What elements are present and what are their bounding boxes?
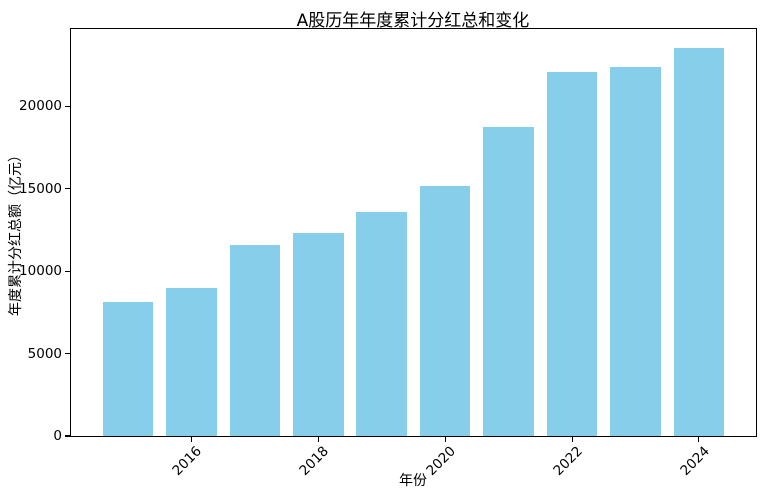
x-tick-mark-2018 — [317, 437, 319, 442]
y-tick-mark-5000 — [65, 353, 70, 355]
y-tick-label-20000: 20000 — [19, 98, 62, 115]
x-tick-label-2022: 2022 — [550, 443, 586, 479]
bar-2021 — [483, 127, 534, 436]
y-axis-label: 年度累计分红总额（亿元） — [8, 148, 24, 316]
x-tick-label-2024: 2024 — [676, 443, 713, 479]
x-tick-label-2018: 2018 — [296, 443, 333, 479]
bar-2023 — [610, 66, 661, 436]
x-tick-mark-2020 — [444, 437, 446, 442]
y-tick-mark-15000 — [65, 188, 70, 190]
x-axis-label: 年份 — [399, 473, 427, 489]
y-tick-mark-10000 — [65, 270, 70, 272]
plot-area — [70, 28, 757, 437]
bar-2018 — [293, 232, 344, 436]
y-tick-mark-0 — [65, 435, 70, 437]
x-tick-label-2016: 2016 — [169, 443, 206, 479]
y-tick-mark-20000 — [65, 105, 70, 107]
bar-2019 — [356, 212, 408, 436]
x-tick-mark-2022 — [571, 437, 573, 442]
x-tick-label-2020: 2020 — [423, 443, 459, 479]
chart-title: A股历年年度累计分红总和变化 — [296, 11, 530, 31]
y-tick-label-10000: 10000 — [19, 263, 62, 280]
bar-2015 — [102, 302, 154, 436]
bar-2020 — [419, 186, 471, 436]
bar-2016 — [166, 287, 217, 436]
y-tick-label-0: 0 — [53, 428, 62, 444]
x-tick-mark-2016 — [190, 437, 193, 442]
x-tick-mark-2024 — [698, 437, 700, 442]
y-tick-label-15000: 15000 — [19, 180, 62, 197]
bar-2017 — [229, 244, 281, 436]
bar-2022 — [546, 71, 598, 436]
y-tick-label-5000: 5000 — [27, 345, 62, 362]
bar-2024 — [673, 47, 725, 436]
